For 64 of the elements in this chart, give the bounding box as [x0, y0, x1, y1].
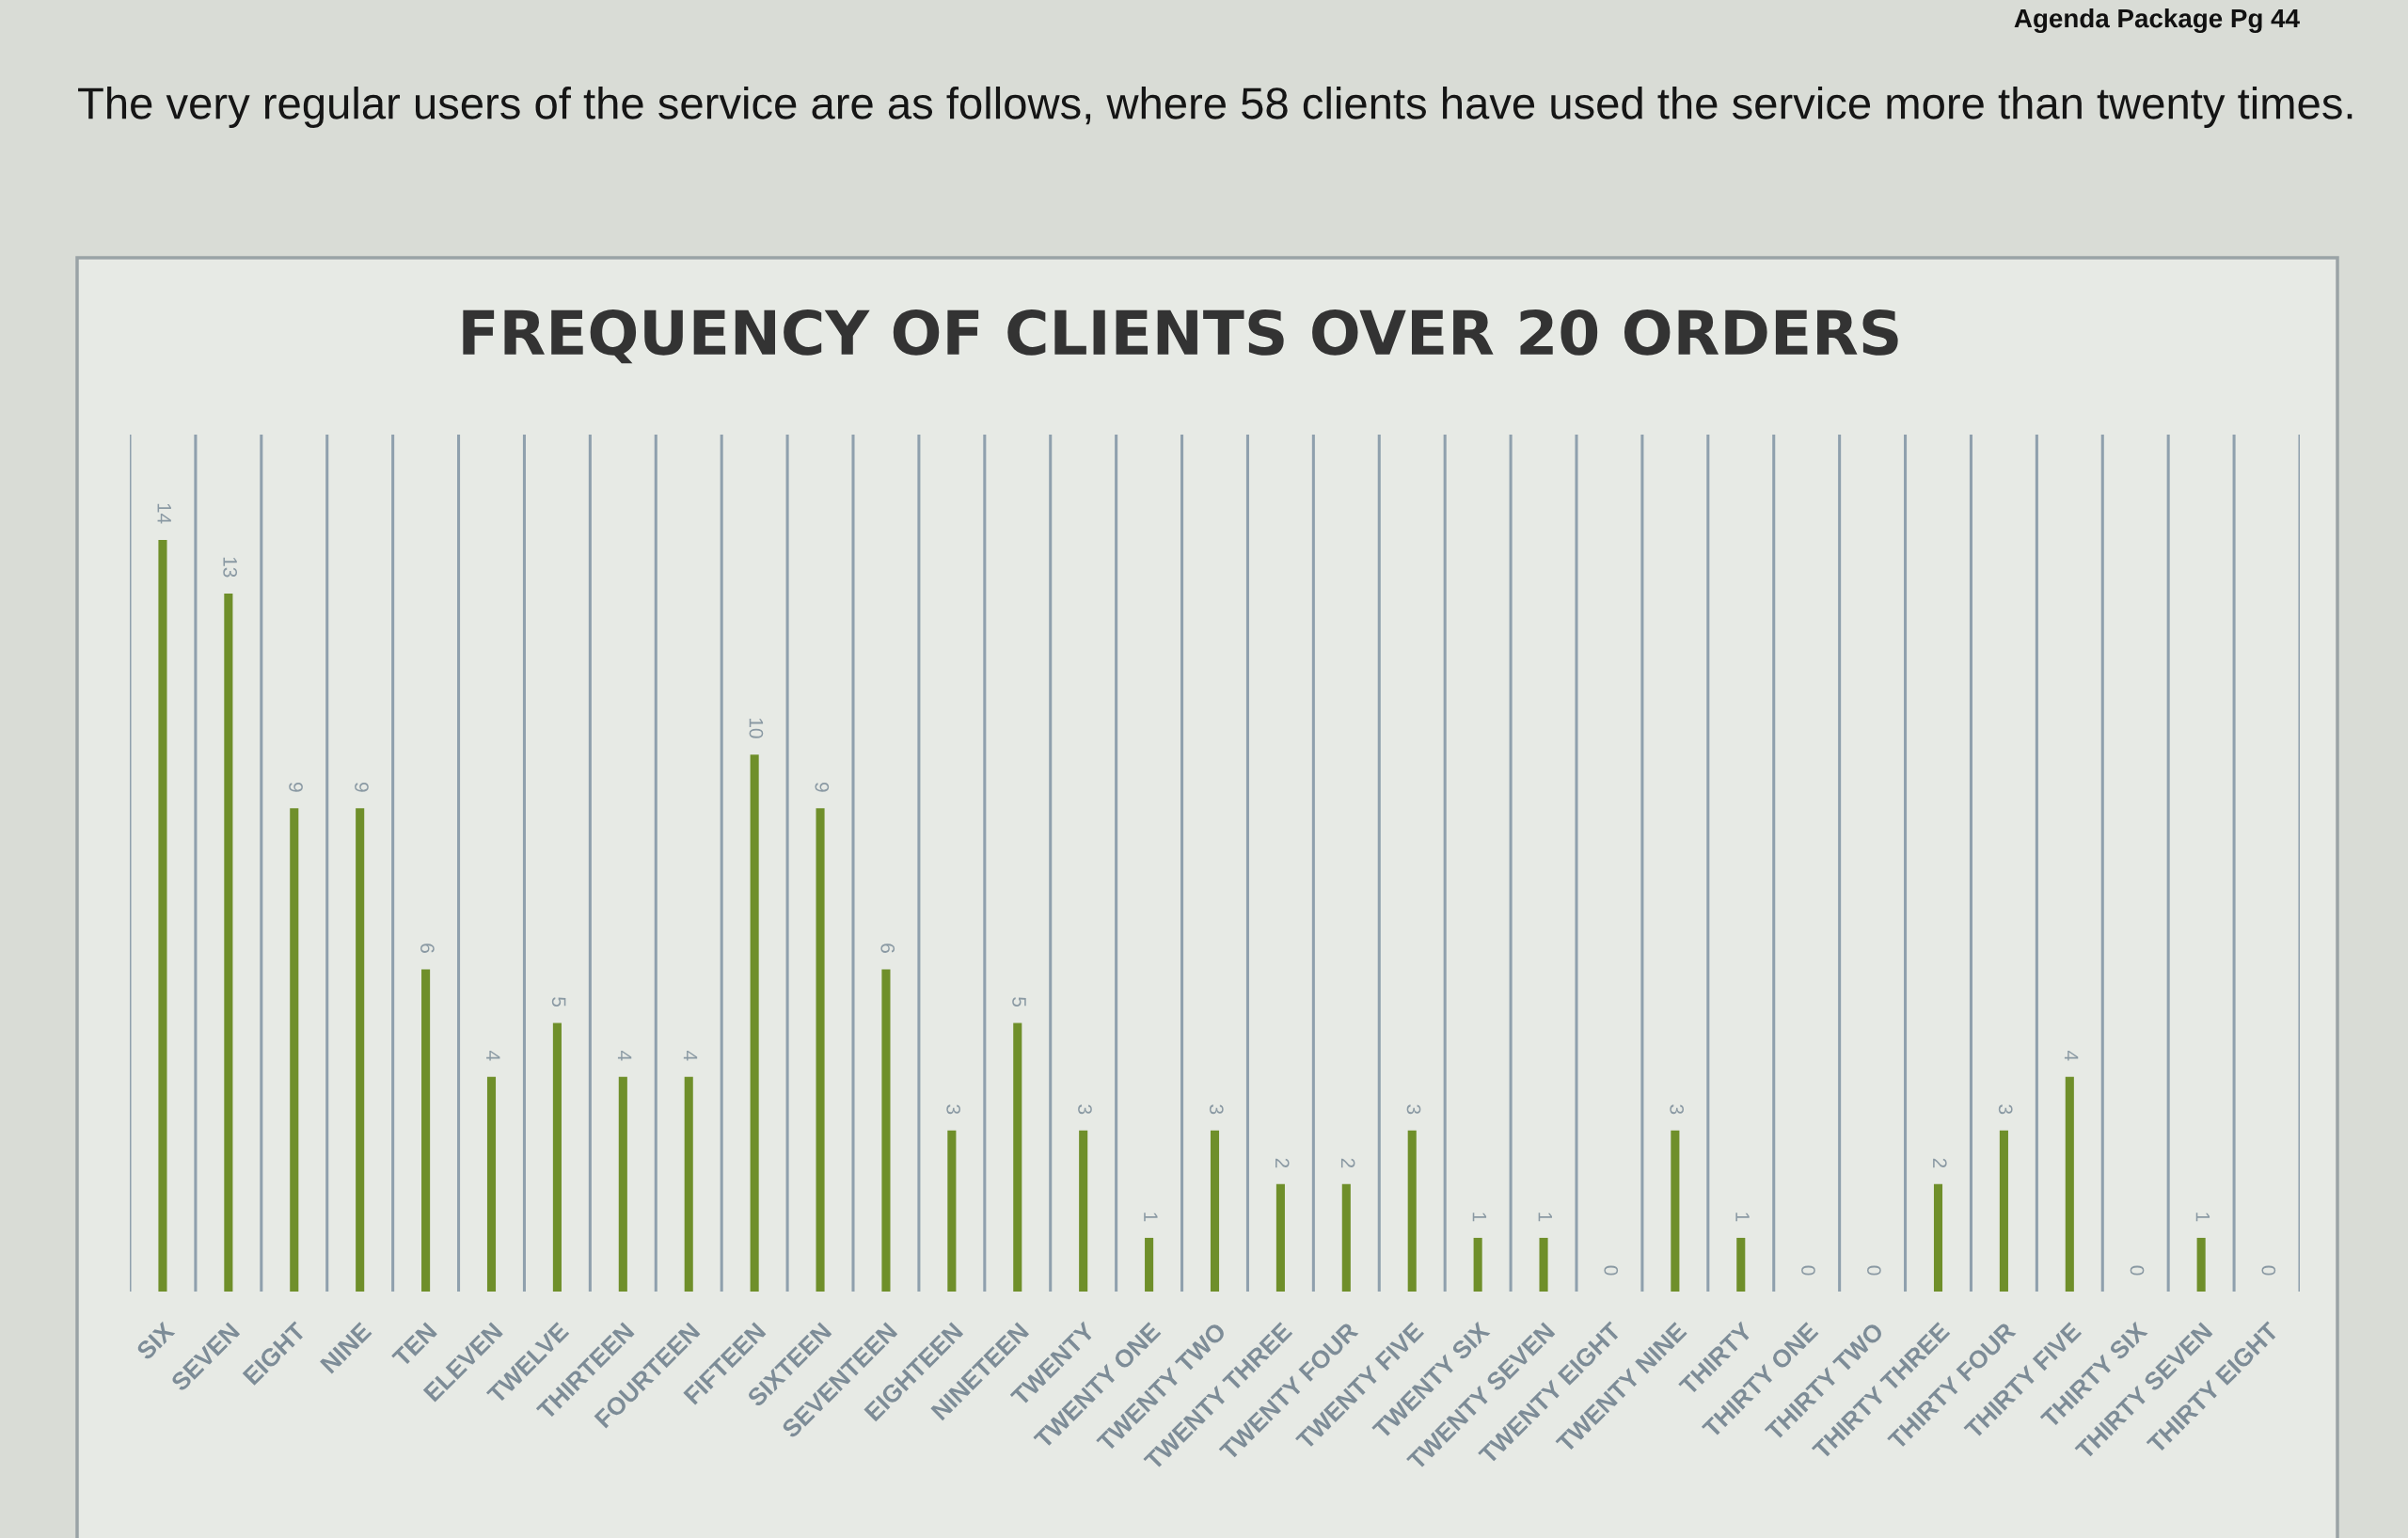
data-label: 3 [1209, 1104, 1224, 1115]
data-label: 4 [2064, 1050, 2079, 1061]
text: The very regular users of the service are as follows, where 58 clients have used the service more than twenty times. [78, 87, 2353, 129]
data-label: 3 [1406, 1104, 1421, 1115]
data-label: 1 [1472, 1213, 1487, 1222]
data-label: 6 [880, 943, 895, 953]
bar [816, 808, 825, 1292]
bar [1933, 1183, 1943, 1292]
data-label: 4 [617, 1050, 632, 1061]
bar [1407, 1130, 1417, 1292]
bar [1473, 1237, 1482, 1292]
text: Agenda Package Pg 44 [2014, 8, 2300, 34]
data-label: 1 [2195, 1213, 2210, 1222]
data-label: 3 [1078, 1104, 1092, 1115]
data-label: 0 [1801, 1265, 1815, 1276]
bar [947, 1130, 957, 1292]
data-label: 5 [1012, 997, 1026, 1007]
data-label: 4 [683, 1050, 698, 1061]
bar [158, 539, 167, 1292]
bar [356, 808, 365, 1292]
data-label: 5 [551, 997, 566, 1007]
data-label: 2 [1275, 1158, 1290, 1168]
data-label: 13 [223, 557, 238, 578]
data-label: 0 [1604, 1265, 1619, 1276]
bar [684, 1076, 693, 1292]
data-label: 0 [2130, 1265, 2145, 1276]
data-label: 10 [749, 718, 764, 738]
bar [421, 969, 431, 1292]
data-label: 1 [1735, 1213, 1750, 1222]
data-label: 1 [1538, 1213, 1552, 1222]
data-label: 9 [815, 783, 830, 792]
data-label: 4 [486, 1050, 500, 1061]
bar [1145, 1237, 1154, 1292]
data-label: 2 [1340, 1158, 1355, 1168]
data-label: 0 [2261, 1265, 2276, 1276]
data-label: 14 [157, 503, 171, 524]
bar [290, 808, 299, 1292]
bar [1079, 1130, 1088, 1292]
data-label: 1 [1144, 1213, 1158, 1222]
bar [1013, 1023, 1022, 1292]
bar [1999, 1130, 2008, 1292]
bar [881, 969, 891, 1292]
bar [618, 1076, 627, 1292]
data-label: 3 [1670, 1104, 1685, 1115]
bar [2196, 1237, 2206, 1292]
data-label: 6 [420, 943, 435, 953]
data-label: 9 [355, 783, 369, 792]
data-label: 0 [1867, 1265, 1881, 1276]
data-label: 9 [289, 783, 303, 792]
bar [224, 593, 233, 1292]
bar [552, 1023, 562, 1292]
bar [1341, 1183, 1351, 1292]
bar [1539, 1237, 1548, 1292]
data-label: 3 [1998, 1104, 2013, 1115]
bar [2065, 1076, 2074, 1292]
bar [1671, 1130, 1680, 1292]
data-label: 2 [1933, 1158, 1947, 1168]
data-label: 3 [946, 1104, 961, 1115]
bar [1736, 1237, 1746, 1292]
bar [750, 754, 759, 1292]
bar [1275, 1183, 1285, 1292]
chart-title: FREQUENCY OF CLIENTS OVER 20 ORDERS [463, 309, 1898, 364]
bar [1210, 1130, 1220, 1292]
bar [486, 1076, 497, 1292]
